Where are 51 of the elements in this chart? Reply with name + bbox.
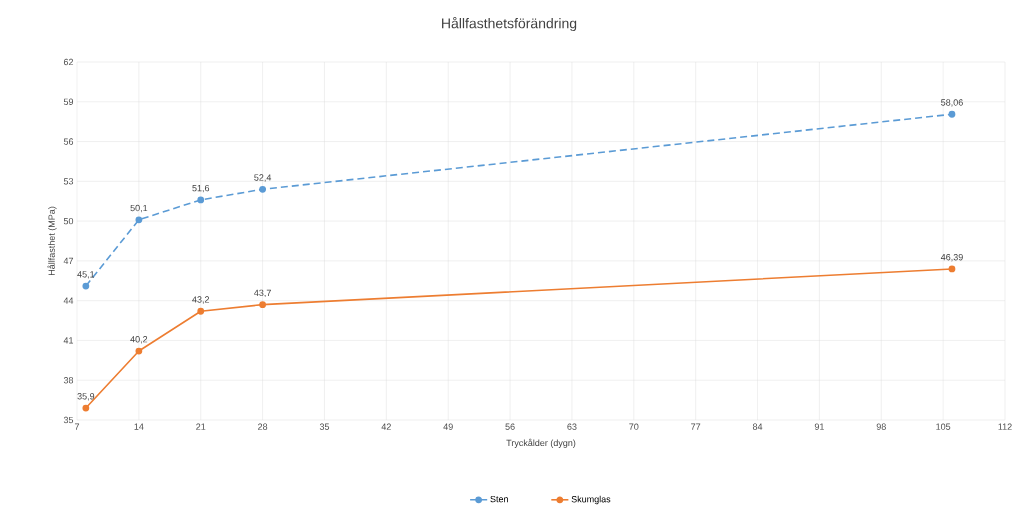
data-label: 51,6 bbox=[192, 184, 210, 193]
y-tick-label: 62 bbox=[63, 58, 74, 66]
point bbox=[948, 265, 956, 273]
x-tick-label: 98 bbox=[876, 423, 886, 430]
data-label: 43,2 bbox=[192, 296, 210, 304]
x-tick-label: 63 bbox=[567, 423, 577, 430]
x-tick-label: 112 bbox=[998, 423, 1012, 430]
y-axis-title: Hållfasthet (MPa) bbox=[47, 206, 57, 276]
point bbox=[82, 282, 90, 290]
legend-label: Skumglas bbox=[571, 495, 611, 505]
x-tick-label: 70 bbox=[629, 423, 639, 430]
point bbox=[197, 196, 205, 204]
data-label: 58,06 bbox=[941, 99, 963, 107]
point bbox=[948, 110, 956, 118]
x-tick-label: 7 bbox=[74, 423, 80, 430]
data-label: 45,1 bbox=[77, 271, 95, 279]
y-tick-label: 59 bbox=[63, 98, 74, 105]
point bbox=[135, 347, 143, 355]
data-label: 43,7 bbox=[254, 289, 271, 298]
x-tick-label: 56 bbox=[505, 423, 515, 430]
x-tick-label: 105 bbox=[936, 423, 951, 430]
x-tick-label: 84 bbox=[752, 423, 763, 430]
x-tick-label: 14 bbox=[134, 423, 144, 430]
x-tick-label: 91 bbox=[814, 423, 824, 430]
data-label: 46,39 bbox=[940, 253, 963, 262]
point bbox=[259, 185, 267, 193]
point bbox=[135, 216, 143, 224]
y-tick-label: 53 bbox=[63, 178, 74, 185]
chart-title: Hållfasthetsförändring bbox=[442, 16, 577, 32]
data-label: 52,4 bbox=[254, 174, 272, 182]
y-tick-label: 47 bbox=[63, 257, 74, 264]
point bbox=[82, 404, 90, 412]
legend-label: Sten bbox=[490, 495, 508, 503]
y-tick-label: 38 bbox=[63, 377, 74, 384]
y-tick-label: 56 bbox=[63, 138, 74, 145]
data-label: 40,2 bbox=[130, 336, 148, 344]
x-tick-label: 42 bbox=[381, 423, 391, 430]
x-axis-title: Tryckålder (dygn) bbox=[506, 438, 576, 448]
y-tick-label: 41 bbox=[63, 337, 74, 344]
x-tick-label: 28 bbox=[258, 423, 268, 430]
y-tick-label: 44 bbox=[63, 297, 74, 304]
point bbox=[197, 307, 205, 315]
x-tick-label: 21 bbox=[196, 423, 206, 430]
data-label: 35,9 bbox=[77, 393, 95, 401]
y-tick-label: 35 bbox=[63, 416, 74, 424]
point bbox=[259, 301, 267, 309]
x-tick-label: 49 bbox=[443, 423, 453, 430]
data-label: 50,1 bbox=[130, 204, 148, 213]
x-tick-label: 35 bbox=[319, 423, 330, 430]
y-tick-label: 50 bbox=[63, 217, 74, 225]
x-tick-label: 77 bbox=[691, 423, 701, 430]
